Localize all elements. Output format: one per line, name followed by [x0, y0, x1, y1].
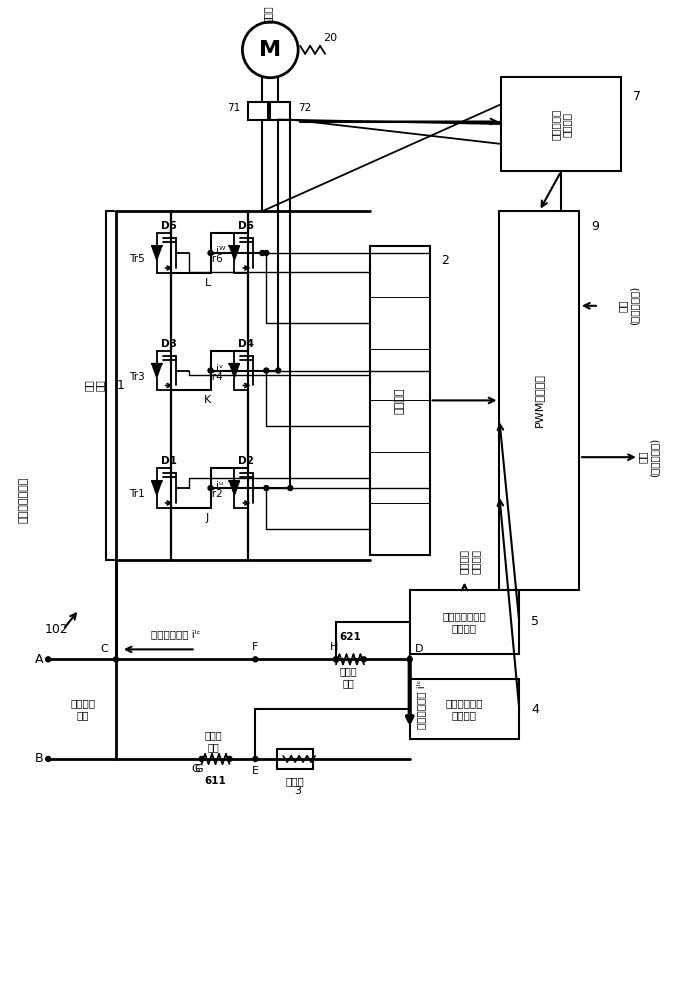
Text: 导体的
电阻: 导体的 电阻	[339, 666, 357, 688]
Text: 3: 3	[294, 786, 302, 796]
Text: 72: 72	[298, 103, 311, 113]
Polygon shape	[152, 481, 162, 495]
Text: D5: D5	[160, 221, 177, 231]
Circle shape	[46, 756, 51, 761]
Text: Tr1: Tr1	[129, 489, 145, 499]
Text: 功率元件
截止指令: 功率元件 截止指令	[459, 549, 480, 574]
Text: F: F	[252, 642, 258, 652]
Text: 导体的
电阻: 导体的 电阻	[205, 730, 222, 752]
Bar	[370, 246, 430, 555]
Circle shape	[333, 657, 339, 662]
Text: 7: 7	[633, 90, 641, 103]
Text: B: B	[35, 752, 44, 765]
Circle shape	[264, 251, 269, 256]
Text: Tr3: Tr3	[129, 372, 145, 382]
Circle shape	[276, 368, 281, 373]
Text: 直流环节过电流
检测电路: 直流环节过电流 检测电路	[443, 611, 486, 633]
Text: 5: 5	[531, 615, 539, 628]
Text: G: G	[191, 764, 200, 774]
Polygon shape	[229, 246, 239, 260]
Circle shape	[208, 251, 213, 256]
Text: 功率
元件: 功率 元件	[83, 380, 105, 391]
Circle shape	[333, 657, 339, 662]
Text: Tr2: Tr2	[207, 489, 222, 499]
Bar	[410, 679, 520, 739]
Circle shape	[260, 251, 265, 256]
Text: 2: 2	[441, 254, 449, 267]
Text: Tr4: Tr4	[207, 372, 222, 382]
Text: iᵂ: iᵂ	[216, 246, 225, 256]
Circle shape	[288, 486, 292, 491]
Text: E: E	[252, 766, 259, 776]
Text: 熔断器: 熔断器	[286, 776, 305, 786]
Text: D6: D6	[239, 221, 254, 231]
Text: D: D	[415, 644, 423, 654]
Text: D4: D4	[239, 339, 254, 349]
Circle shape	[227, 756, 232, 761]
Text: L: L	[205, 278, 211, 288]
Circle shape	[46, 657, 51, 662]
Text: iᵛ: iᵛ	[216, 364, 223, 374]
Text: 4: 4	[531, 703, 539, 716]
Text: 直流环节电流
检测电路: 直流环节电流 检测电路	[445, 698, 483, 720]
Text: D2: D2	[239, 456, 254, 466]
Circle shape	[361, 657, 367, 662]
Circle shape	[199, 756, 204, 761]
Text: 9: 9	[591, 220, 599, 233]
Bar	[501, 77, 621, 171]
Polygon shape	[152, 364, 162, 378]
Text: 611: 611	[205, 776, 226, 786]
Text: C: C	[100, 644, 108, 654]
Polygon shape	[229, 481, 239, 495]
Bar	[410, 590, 520, 654]
Text: 直流环节电流 iᴵᶜ: 直流环节电流 iᴵᶜ	[151, 629, 201, 639]
Text: 直流环节
电压: 直流环节 电压	[71, 698, 96, 720]
Circle shape	[208, 368, 213, 373]
Text: J: J	[206, 513, 209, 523]
Text: Tr6: Tr6	[207, 254, 222, 264]
Circle shape	[264, 486, 269, 491]
Text: 反馈
(位置、速度): 反馈 (位置、速度)	[638, 438, 660, 477]
Text: Tr5: Tr5	[129, 254, 145, 264]
Circle shape	[264, 368, 269, 373]
Polygon shape	[229, 364, 239, 378]
Text: 20: 20	[323, 33, 337, 43]
Circle shape	[208, 486, 213, 491]
Circle shape	[407, 657, 412, 662]
Text: 71: 71	[227, 103, 241, 113]
Text: K: K	[204, 395, 211, 405]
Text: PWM控制电路: PWM控制电路	[534, 373, 544, 427]
Text: M: M	[259, 40, 282, 60]
Text: D3: D3	[160, 339, 177, 349]
Text: 电动机: 电动机	[262, 5, 272, 23]
Text: 指令
(位置、速度): 指令 (位置、速度)	[618, 286, 640, 325]
Text: 621: 621	[339, 632, 361, 642]
Bar	[499, 211, 579, 590]
Circle shape	[114, 657, 118, 662]
Circle shape	[253, 756, 258, 761]
Text: 102: 102	[44, 623, 68, 636]
Text: iᵘ: iᵘ	[216, 481, 222, 491]
Text: 直流环节电流 iᴵᶜ: 直流环节电流 iᴵᶜ	[417, 679, 426, 729]
Text: A: A	[35, 653, 44, 666]
Text: 电动机驱动装置: 电动机驱动装置	[18, 477, 29, 523]
Text: G: G	[194, 764, 203, 774]
Text: D1: D1	[160, 456, 177, 466]
Bar	[248, 102, 269, 120]
Bar	[277, 749, 313, 769]
Text: 驱动电路: 驱动电路	[395, 387, 405, 414]
Circle shape	[253, 657, 258, 662]
Polygon shape	[152, 246, 162, 260]
Text: 电动机电流
检测电路: 电动机电流 检测电路	[550, 108, 572, 140]
Text: 1: 1	[117, 379, 125, 392]
Bar	[270, 102, 290, 120]
Text: H: H	[330, 642, 338, 652]
